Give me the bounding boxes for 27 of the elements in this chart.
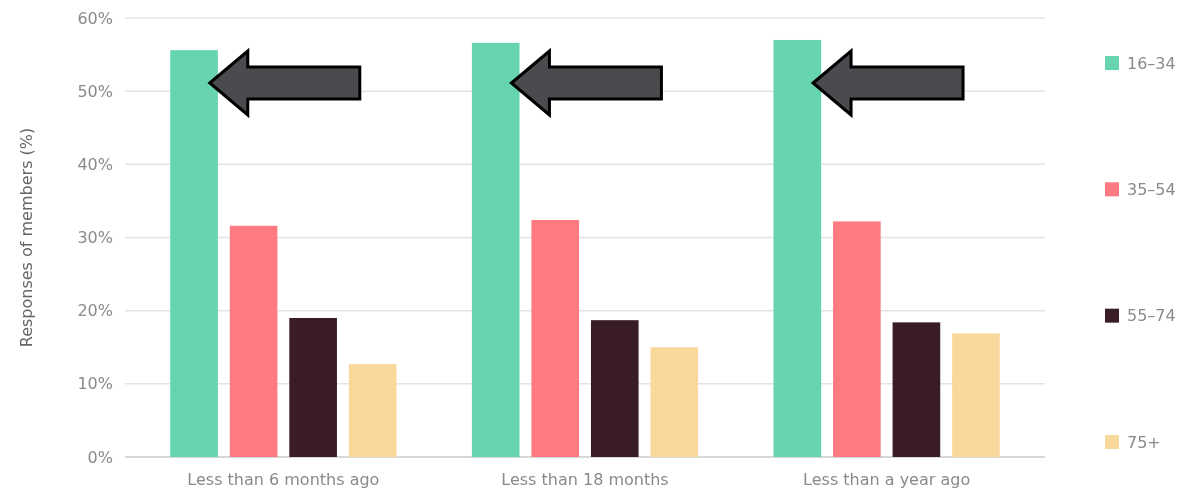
y-tick-label: 30% [77, 228, 113, 248]
legend-label: 55–74 [1127, 306, 1176, 326]
x-tick-label: Less than a year ago [803, 470, 971, 489]
bar [833, 221, 881, 457]
y-tick-label: 60% [77, 8, 113, 28]
bar [531, 219, 580, 457]
y-tick-label: 10% [77, 374, 113, 394]
legend-label: 75+ [1127, 432, 1161, 452]
bar [773, 39, 822, 457]
bar [650, 347, 699, 457]
bar [289, 317, 337, 457]
y-tick-label: 20% [77, 301, 113, 321]
bar [892, 322, 941, 457]
y-tick-label: 50% [77, 81, 113, 101]
bar [229, 225, 278, 457]
bar [170, 50, 218, 457]
x-tick-label: Less than 18 months [501, 470, 669, 489]
legend-label: 35–54 [1127, 179, 1176, 199]
bar [348, 364, 397, 457]
bar [952, 333, 1000, 457]
bar [471, 42, 520, 457]
y-tick-label: 40% [77, 154, 113, 174]
legend-label: 16–34 [1127, 53, 1176, 73]
y-axis-title: Responses of members (%) [17, 127, 36, 348]
y-tick-label: 0% [87, 447, 113, 467]
x-tick-label: Less than 6 months ago [187, 470, 380, 489]
bar [590, 320, 639, 457]
